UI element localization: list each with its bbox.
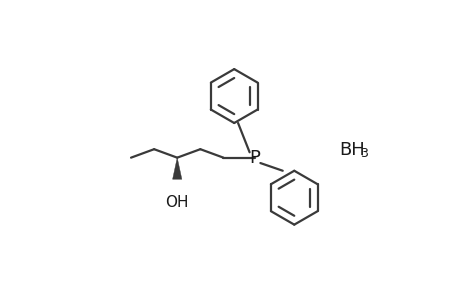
Text: BH: BH [339, 141, 364, 159]
Polygon shape [172, 158, 181, 179]
Text: OH: OH [165, 195, 189, 210]
Text: P: P [249, 149, 260, 167]
Text: 3: 3 [359, 146, 367, 160]
